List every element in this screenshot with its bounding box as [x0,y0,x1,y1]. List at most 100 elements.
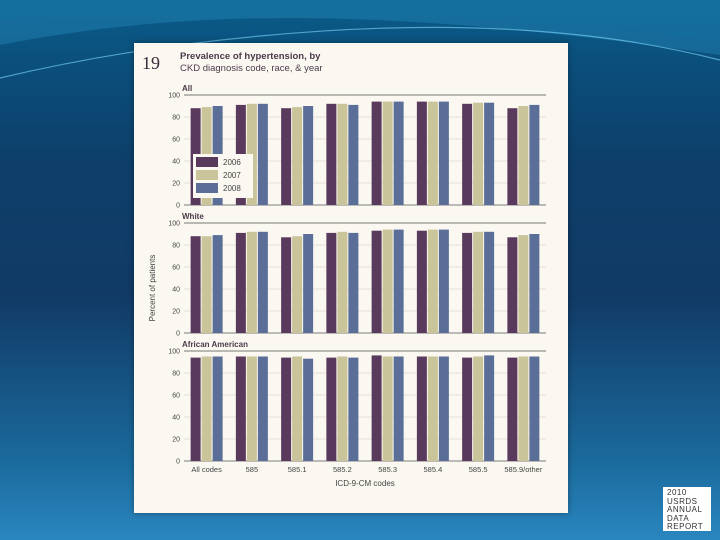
y-tick-label: 60 [172,393,180,400]
y-tick-label: 40 [172,415,180,422]
bar [246,231,257,333]
badge-line-usrds: USRDS [667,496,698,506]
bar [190,357,201,461]
badge-line-annual: ANNUAL [667,505,703,514]
bar [427,356,438,461]
bar [416,101,427,205]
background-swoosh [0,0,720,79]
legend-label: 2006 [223,158,241,167]
bar [212,356,223,461]
figure-card: 19 Prevalence of hypertension, by CKD di… [134,43,568,513]
bar [303,106,314,205]
bar [484,355,495,461]
y-tick-label: 0 [176,331,180,338]
bar [292,356,303,461]
bar [348,232,359,333]
badge-line-data: DATA [667,513,690,523]
bar [246,356,257,461]
y-axis-label: Percent of patients [148,255,157,322]
bar [484,102,495,205]
bar [235,356,246,461]
bar [292,107,303,205]
bar [337,231,348,333]
bar [348,357,359,461]
figure-title-line1: Prevalence of hypertension, by [180,51,321,62]
x-tick-label: 585.9/other [504,465,542,474]
bar [371,230,382,333]
bar [393,356,404,461]
bar [529,104,540,205]
bar [371,101,382,205]
legend-label: 2007 [223,171,241,180]
panel-label-2: African American [182,340,248,349]
bar [507,237,518,333]
bar [416,230,427,333]
x-tick-label: 585.4 [423,465,442,474]
y-tick-label: 100 [168,349,180,356]
bar [529,234,540,333]
bar [438,229,449,333]
bar [427,101,438,205]
bar [518,356,529,461]
bar [382,101,393,205]
bar [507,108,518,205]
bar [281,108,292,205]
bar [281,237,292,333]
bar [303,234,314,333]
legend-swatch [196,183,218,193]
bar [326,357,337,461]
y-tick-label: 40 [172,287,180,294]
y-tick-label: 0 [176,203,180,210]
y-tick-label: 100 [168,93,180,100]
bar-chart: All020406080100200620072008White02040608… [148,84,546,488]
bar [201,356,212,461]
bar [473,356,484,461]
y-tick-label: 20 [172,437,180,444]
legend-swatch [196,157,218,167]
bar [303,358,314,461]
report-badge: 2010 USRDS ANNUAL DATA REPORT [663,487,711,531]
bar [473,102,484,205]
bar [393,101,404,205]
y-tick-label: 80 [172,115,180,122]
y-tick-label: 20 [172,309,180,316]
bar [190,236,201,333]
y-tick-label: 100 [168,221,180,228]
x-tick-label: 585.3 [378,465,397,474]
x-tick-label: 585.5 [469,465,488,474]
bar [529,356,540,461]
badge-line-year: 2010 [667,488,687,497]
bar [462,357,473,461]
y-tick-label: 0 [176,459,180,466]
panel-label-1: White [182,212,204,221]
bar [427,229,438,333]
bar [257,231,268,333]
bar [518,235,529,333]
bar [473,231,484,333]
y-tick-label: 80 [172,243,180,250]
figure-title: Prevalence of hypertension, by CKD diagn… [180,51,480,75]
badge-line-report: REPORT [667,522,704,531]
bar [371,355,382,461]
y-tick-label: 20 [172,181,180,188]
bar [416,356,427,461]
bar [326,232,337,333]
panel-label-0: All [182,84,192,93]
bar [326,103,337,205]
bar [212,235,223,333]
bar [382,356,393,461]
bar [518,106,529,205]
bar [438,356,449,461]
bar [235,232,246,333]
bar [257,356,268,461]
x-tick-label: 585 [246,465,259,474]
bar [462,232,473,333]
y-tick-label: 40 [172,159,180,166]
bar [438,101,449,205]
bar [348,104,359,205]
bar [337,103,348,205]
legend-label: 2008 [223,184,241,193]
bar [257,103,268,205]
figure-title-line2: CKD diagnosis code, race, & year [180,63,323,74]
figure-number: 19 [142,53,160,73]
